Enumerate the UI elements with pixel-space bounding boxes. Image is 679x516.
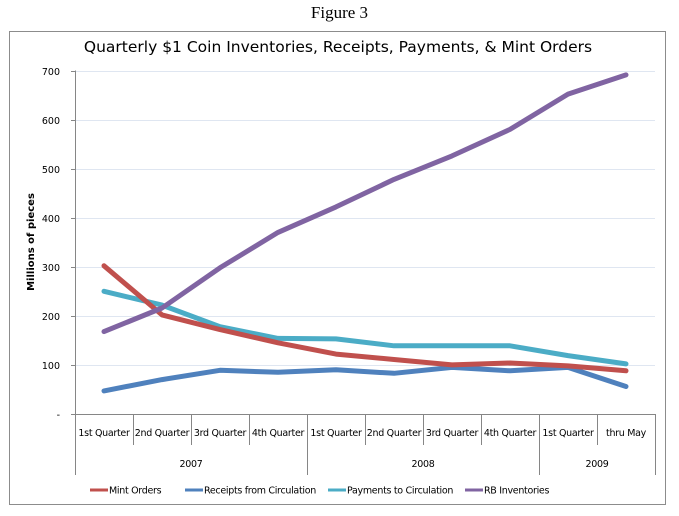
x-tick-label: 1st Quarter (310, 428, 362, 439)
x-tick-label: 3rd Quarter (426, 428, 479, 439)
chart-title: Quarterly $1 Coin Inventories, Receipts,… (84, 38, 592, 56)
series-line-payments-to-circulation (101, 288, 629, 367)
axes: - 100 200 300 400 500 600 700 Millions of pieces… (26, 67, 656, 475)
legend-label: RB Inventories (484, 486, 549, 497)
figure-label: Figure 3 (310, 3, 369, 22)
x-tick-label: 1st Quarter (78, 428, 130, 439)
chart-frame (9, 31, 666, 505)
legend: Mint Orders Receipts from Circulation Paym… (90, 486, 550, 497)
x-group-label: 2007 (180, 459, 203, 470)
gridlines (75, 71, 655, 366)
x-tick-label: 3rd Quarter (194, 428, 247, 439)
x-tick-label: 2nd Quarter (367, 428, 422, 439)
x-group-label: 2008 (412, 459, 435, 470)
y-tick-label: 100 (42, 361, 60, 372)
y-tick-label: 700 (42, 67, 60, 78)
x-tick-label: 4th Quarter (484, 428, 537, 439)
x-tick-label: 1st Quarter (542, 428, 594, 439)
legend-label: Mint Orders (109, 486, 162, 497)
series-line-rb-inventories (101, 72, 629, 335)
y-tick-label: - (57, 410, 60, 421)
x-group-label: 2009 (586, 459, 609, 470)
series-line-mint-orders (101, 263, 629, 374)
y-tick-label: 400 (42, 214, 60, 225)
series-line-receipts-from-circulation (101, 364, 629, 394)
y-tick-label: 500 (42, 165, 60, 176)
x-tick-label: 4th Quarter (252, 428, 305, 439)
legend-label: Payments to Circulation (347, 486, 453, 497)
x-tick-label: thru May (606, 428, 647, 439)
y-tick-label: 600 (42, 116, 60, 127)
y-tick-label: 200 (42, 312, 60, 323)
y-tick-label: 300 (42, 263, 60, 274)
y-axis-label: Millions of pieces (26, 193, 37, 291)
legend-label: Receipts from Circulation (204, 486, 316, 497)
x-tick-label: 2nd Quarter (135, 428, 190, 439)
series-lines (101, 72, 629, 394)
